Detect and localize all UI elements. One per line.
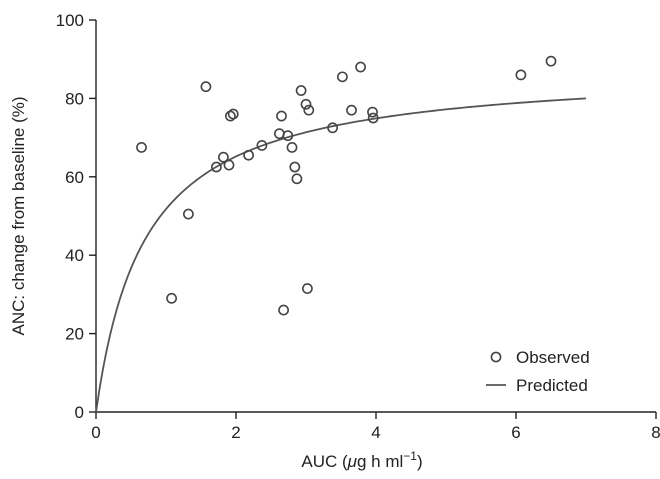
y-tick-label: 80 [65,89,84,108]
observed-point [295,85,307,96]
observed-point [217,151,229,163]
observed-point [136,141,147,153]
legend-observed-marker [490,351,502,363]
observed-point [355,61,366,73]
y-tick-label: 40 [65,246,84,265]
observed-point [367,112,379,124]
y-tick-label: 100 [56,11,84,30]
observed-point [367,106,378,118]
x-tick-label: 0 [91,423,100,442]
legend-predicted-label: Predicted [516,376,588,395]
observed-point [210,161,222,173]
observed-point [327,122,338,134]
x-tick-label: 6 [511,423,520,442]
x-tick-label: 2 [231,423,240,442]
observed-point [182,208,194,220]
observed-point [256,140,268,151]
observed-point [300,98,312,110]
y-tick-label: 0 [75,403,84,422]
y-axis-title: ANC: change from baseline (%) [9,96,28,335]
legend: Observed Predicted [486,348,590,395]
observed-point [282,130,294,142]
observed-point [336,71,348,83]
observed-point [291,173,303,185]
x-tick-label: 8 [651,423,660,442]
observed-point [545,55,557,67]
y-tick-label: 20 [65,325,84,344]
observed-point [301,283,313,294]
observed-point [227,108,239,120]
observed-point [303,104,315,116]
y-tick-label: 60 [65,168,84,187]
observed-point [243,149,254,161]
x-axis-title: AUC (μg h ml−1) [301,449,422,471]
observed-point [346,104,357,116]
plot-group: 0 20 40 60 80 100 0 2 4 6 8 ANC: change from baseli… [9,11,660,471]
x-tick-label: 4 [371,423,380,442]
observed-point [276,110,287,122]
observed-point [223,159,235,171]
observed-point [200,81,212,93]
legend-observed-label: Observed [516,348,590,367]
observed-point [166,292,177,304]
observed-point [515,69,527,81]
observed-point [278,304,289,316]
observed-point [289,161,301,173]
observed-point [224,110,236,122]
predicted-curve [95,97,587,413]
observed-point [286,141,298,153]
